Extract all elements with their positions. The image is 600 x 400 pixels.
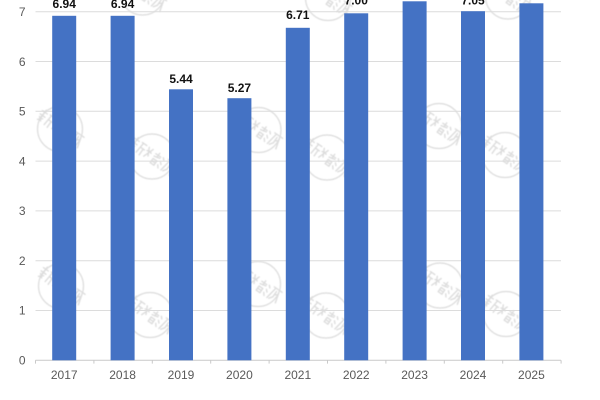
svg-text:7: 7 bbox=[19, 5, 26, 19]
svg-text:6.94: 6.94 bbox=[111, 0, 135, 11]
svg-text:2: 2 bbox=[19, 254, 26, 268]
svg-text:1: 1 bbox=[19, 304, 26, 318]
svg-text:2024: 2024 bbox=[460, 368, 487, 382]
svg-text:7.05: 7.05 bbox=[461, 0, 485, 8]
svg-text:2022: 2022 bbox=[343, 368, 370, 382]
svg-text:2023: 2023 bbox=[401, 368, 428, 382]
svg-text:5.44: 5.44 bbox=[169, 72, 193, 86]
svg-text:6: 6 bbox=[19, 55, 26, 69]
svg-text:2018: 2018 bbox=[109, 368, 136, 382]
svg-text:2025: 2025 bbox=[518, 368, 545, 382]
svg-text:5: 5 bbox=[19, 105, 26, 119]
svg-text:6.71: 6.71 bbox=[286, 8, 310, 22]
svg-text:5.27: 5.27 bbox=[228, 81, 252, 95]
svg-text:7.00: 7.00 bbox=[345, 0, 369, 8]
svg-text:0: 0 bbox=[19, 354, 26, 368]
svg-text:2021: 2021 bbox=[284, 368, 311, 382]
svg-text:4: 4 bbox=[19, 154, 26, 168]
svg-text:2020: 2020 bbox=[226, 368, 253, 382]
svg-text:3: 3 bbox=[19, 204, 26, 218]
svg-text:6.94: 6.94 bbox=[53, 0, 77, 11]
svg-text:2019: 2019 bbox=[168, 368, 195, 382]
svg-text:2017: 2017 bbox=[51, 368, 78, 382]
